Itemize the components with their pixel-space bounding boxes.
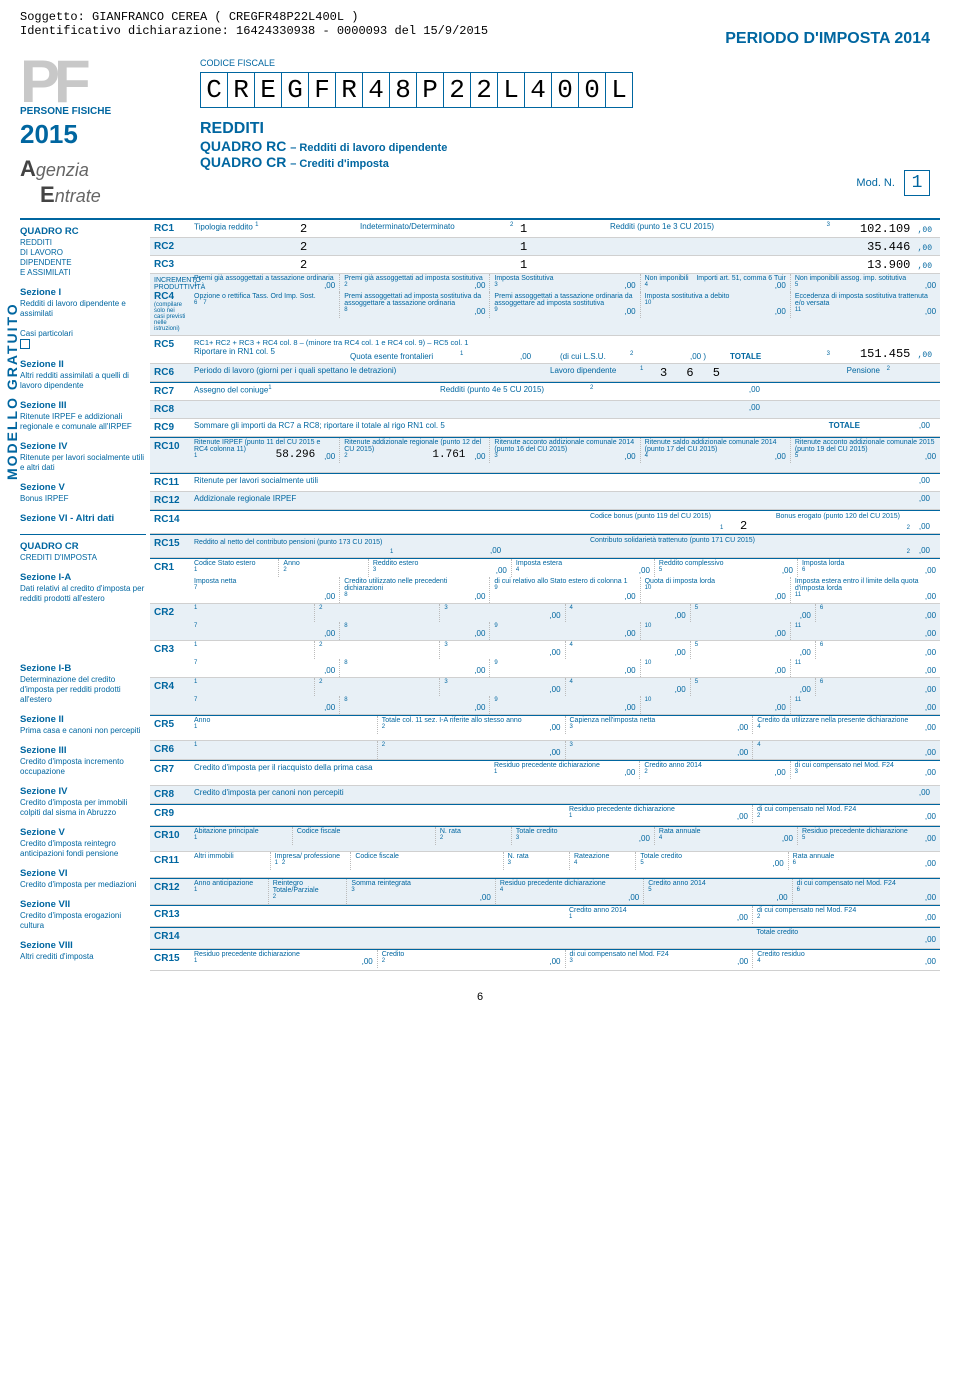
mod-n: Mod. N. 1 <box>856 170 930 196</box>
row-rc3: RC3 2 1 13.900 ,00 <box>150 256 940 274</box>
row-cr11: CR11 Altri immobili Impresa/ professione… <box>150 852 940 878</box>
row-rc10: RC10 Ritenute IRPEF (punto 11 del CU 201… <box>150 437 940 473</box>
cf-char: P <box>416 72 444 108</box>
row-rc5: RC5 RC1+ RC2 + RC3 + RC4 col. 8 – (minor… <box>150 336 940 364</box>
row-cr8: CR8 Credito d'imposta per canoni non per… <box>150 786 940 804</box>
rc5-total: 151.455 ,00 <box>860 347 932 361</box>
side-cr2: Sezione II <box>20 714 64 725</box>
row-cr14: CR14 Totale credito,00 <box>150 927 940 949</box>
row-rc12: RC12 Addizionale regionale IRPEF,00 <box>150 492 940 510</box>
cf-char: 4 <box>524 72 552 108</box>
side-quadro-rc: QUADRO RC <box>20 226 79 237</box>
main-form: RC1 Tipologia reddito 1 2 Indeterminato/… <box>150 220 940 971</box>
rc1-val1: 2 <box>300 222 307 236</box>
side-cr1b: Sezione I-B <box>20 663 71 674</box>
modn-value: 1 <box>904 170 930 196</box>
row-cr5: CR5 Anno1 Totale col. 11 sez. I-A riferi… <box>150 715 940 741</box>
rc1-val2: 1 <box>520 222 527 236</box>
quadro-cr-title: QUADRO CR – Crediti d'imposta <box>200 154 940 170</box>
quadro-rc-title: QUADRO RC – Redditi di lavoro dipendente <box>200 138 940 154</box>
cf-char: F <box>308 72 336 108</box>
periodo-imposta: PERIODO D'IMPOSTA 2014 <box>725 30 930 48</box>
side-sez1: Sezione I <box>20 287 61 298</box>
side-casi: Casi particolari <box>20 329 73 338</box>
rc14-codice: 2 <box>740 519 747 533</box>
page-number: 6 <box>20 991 940 1003</box>
cf-char: L <box>605 72 633 108</box>
side-cr3: Sezione III <box>20 745 66 756</box>
row-cr6: CR6 12,003,004,00 <box>150 741 940 760</box>
rc3-val1: 2 <box>300 258 307 272</box>
row-cr7: CR7 Credito d'imposta per il riacquisto … <box>150 760 940 786</box>
row-cr10: CR10 Abitazione principale1 Codice fisca… <box>150 826 940 852</box>
cf-char: 0 <box>551 72 579 108</box>
cf-boxes: C R E G F R 4 8 P 2 2 L 4 0 0 L <box>200 72 940 108</box>
persone-fisiche-label: PERSONE FISICHE <box>20 106 180 117</box>
side-sez5: Sezione V <box>20 482 65 493</box>
rc3-amount: 13.900 ,00 <box>867 258 932 272</box>
row-rc8: RC8 ,00 <box>150 401 940 419</box>
cf-char: G <box>281 72 309 108</box>
cf-char: L <box>497 72 525 108</box>
side-cr4: Sezione IV <box>20 786 68 797</box>
side-cr5: Sezione V <box>20 827 65 838</box>
agenzia-logo: Agenzia Entrate <box>20 156 180 208</box>
row-rc9: RC9 Sommare gli importi da RC7 a RC8; ri… <box>150 419 940 437</box>
rc2-val2: 1 <box>520 240 527 254</box>
modello-gratuito-label: MODELLO GRATUITO <box>4 280 20 480</box>
row-cr1: CR1 Codice Stato estero1 Anno2 Reddito e… <box>150 558 940 604</box>
row-rc7: RC7 Assegno del coniuge1 Redditi (punto … <box>150 382 940 401</box>
redditi-title: REDDITI <box>200 120 940 138</box>
year-label: 2015 <box>20 119 180 150</box>
cf-char: 8 <box>389 72 417 108</box>
row-cr13: CR13 Credito anno 20141,00 di cui compen… <box>150 905 940 927</box>
cf-char: E <box>254 72 282 108</box>
cf-label: CODICE FISCALE <box>200 58 940 68</box>
cf-char: 4 <box>362 72 390 108</box>
casi-checkbox[interactable] <box>20 339 30 349</box>
pf-logo: PF <box>20 58 180 106</box>
rc10-v1: 58.296 <box>276 449 316 461</box>
side-cr6: Sezione VI <box>20 868 68 879</box>
side-quadro-cr: QUADRO CR <box>20 541 79 552</box>
side-cr8: Sezione VIII <box>20 940 73 951</box>
rc6-days: 3 6 5 <box>660 366 726 380</box>
row-cr3: CR3 123,004,005,006,00 7,008,009,0010,00… <box>150 641 940 678</box>
rc2-val1: 2 <box>300 240 307 254</box>
sidebar: QUADRO RC REDDITI DI LAVORO DIPENDENTE E… <box>20 220 150 971</box>
cf-char: C <box>200 72 228 108</box>
rc2-amount: 35.446 ,00 <box>867 240 932 254</box>
row-rc1: RC1 Tipologia reddito 1 2 Indeterminato/… <box>150 220 940 238</box>
side-sez6: Sezione VI - Altri dati <box>20 513 114 524</box>
side-sez3: Sezione III <box>20 400 66 411</box>
side-sez4: Sezione IV <box>20 441 68 452</box>
cf-char: R <box>227 72 255 108</box>
row-rc2: RC2 2 1 35.446 ,00 <box>150 238 940 256</box>
row-rc6: RC6 Periodo di lavoro (giorni per i qual… <box>150 364 940 382</box>
row-cr4: CR4 123,004,005,006,00 7,008,009,0010,00… <box>150 678 940 715</box>
row-cr2: CR2 123,004,005,006,00 7,008,009,0010,00… <box>150 604 940 641</box>
row-rc15: RC15 Reddito al netto del contributo pen… <box>150 534 940 558</box>
side-sez2: Sezione II <box>20 359 64 370</box>
pf-logo-block: PF PERSONE FISICHE 2015 Agenzia Entrate <box>20 58 180 208</box>
row-rc11: RC11 Ritenute per lavori socialmente uti… <box>150 473 940 492</box>
row-rc14: RC14 Codice bonus (punto 119 del CU 2015… <box>150 510 940 534</box>
rc1-amount: 102.109 ,00 <box>860 222 932 236</box>
rc3-val2: 1 <box>520 258 527 272</box>
row-cr9: CR9 Residuo precedente dichiarazione1,00… <box>150 804 940 826</box>
row-cr15: CR15 Residuo precedente dichiarazione1,0… <box>150 949 940 971</box>
row-rc4: INCREMENTO PRODUTTIVITÀ RC4 (compilare s… <box>150 274 940 336</box>
side-cr1a: Sezione I-A <box>20 572 71 583</box>
header-soggetto: Soggetto: GIANFRANCO CEREA ( CREGFR48P22… <box>20 10 940 24</box>
cf-char: 0 <box>578 72 606 108</box>
cf-char: 2 <box>470 72 498 108</box>
rc10-v2: 1.761 <box>432 449 465 461</box>
row-cr12: CR12 Anno anticipazione1 Reintegro Total… <box>150 878 940 905</box>
cf-char: R <box>335 72 363 108</box>
cf-char: 2 <box>443 72 471 108</box>
side-cr7: Sezione VII <box>20 899 70 910</box>
